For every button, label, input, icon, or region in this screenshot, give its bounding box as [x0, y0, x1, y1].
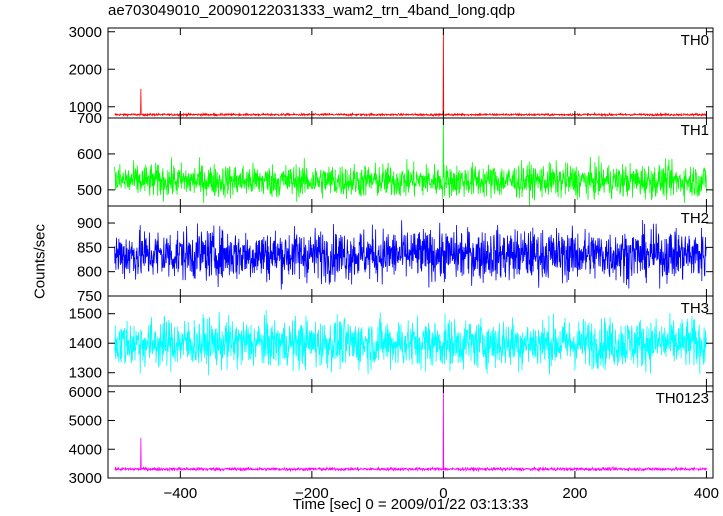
panel-th0123: 3000 4000 5000 6000 TH0123: [69, 384, 714, 487]
y-tick-label: 5000: [69, 413, 102, 430]
y-tick-label: 1400: [69, 335, 102, 352]
panel-label-th3: TH3: [681, 300, 709, 317]
y-tick-label: 500: [77, 182, 102, 199]
panel-label-th2: TH2: [681, 210, 709, 227]
x-tick-label: 0: [439, 485, 447, 502]
y-tick-label: 800: [77, 264, 102, 281]
y-tick-label: 850: [77, 239, 102, 256]
y-tick-label: 3000: [69, 470, 102, 487]
x-tick-label: −200: [295, 485, 329, 502]
panel-label-th0: TH0: [681, 32, 709, 49]
y-tick-label: 750: [77, 288, 102, 305]
panel-label-th1: TH1: [681, 122, 709, 139]
y-tick-label: 3000: [69, 24, 102, 41]
panel-label-th0123: TH0123: [656, 390, 709, 407]
panel-frame: [107, 385, 714, 479]
series-th0: [114, 27, 707, 118]
series-th3: [114, 310, 707, 376]
y-tick-label: 900: [77, 215, 102, 232]
x-tick-label: 200: [562, 485, 587, 502]
panel-frame: [107, 27, 714, 119]
chart-title: ae703049010_20090122031333_wam2_trn_4ban…: [108, 2, 516, 19]
x-axis-label: Time [sec] 0 = 2009/01/22 03:13:33: [292, 496, 529, 513]
series-th1: [114, 117, 707, 206]
panel-th2: 750 800 850 900 TH2: [77, 205, 714, 305]
y-tick-label: 6000: [69, 384, 102, 401]
y-tick-label: 700: [77, 110, 102, 127]
y-tick-label: 600: [77, 146, 102, 163]
y-tick-label: 2000: [69, 61, 102, 78]
panel-th3: 1300 1400 1500 TH3: [69, 295, 714, 387]
y-tick-label: 1300: [69, 365, 102, 382]
series-th0123: [114, 385, 707, 473]
y-tick-label: 4000: [69, 441, 102, 458]
panel-th1: 500 600 700 TH1: [77, 110, 714, 207]
panel-th0: 1000 2000 3000 TH0: [69, 24, 714, 119]
x-tick-label: −400: [163, 485, 197, 502]
x-tick-label: 400: [694, 485, 719, 502]
y-tick-label: 1500: [69, 306, 102, 323]
y-tick-label: 1000: [69, 99, 102, 116]
panel-frame: [107, 117, 714, 207]
series-th2: [114, 220, 707, 290]
